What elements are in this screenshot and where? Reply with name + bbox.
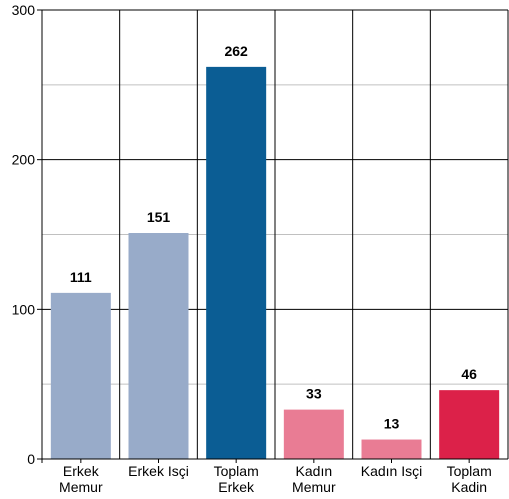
x-tick-label-line: Erkek: [218, 479, 255, 495]
y-tick-label: 0: [27, 451, 35, 467]
y-tick-label: 200: [12, 152, 36, 168]
x-tick-label-line: Kadın: [296, 463, 333, 479]
grid-layer: [42, 9, 509, 460]
x-tick-label-line: Toplam: [214, 463, 259, 479]
data-label: 111: [70, 269, 92, 285]
x-tick-label-line: Toplam: [447, 463, 492, 479]
x-tick-label-line: Erkek Isçi: [128, 463, 189, 479]
data-label: 262: [224, 43, 248, 59]
x-tick-label-line: Memur: [292, 479, 336, 495]
axis-layer: [37, 9, 508, 463]
x-tick-label: Toplam Kadin: [447, 463, 492, 495]
bar: [283, 409, 344, 459]
x-tick-label: Toplam Erkek: [214, 463, 259, 495]
x-tick-label: Kadın Isçi: [361, 463, 422, 479]
x-tick-label-line: Memur: [59, 479, 103, 495]
x-tick-label-line: Erkek: [63, 463, 100, 479]
y-tick-label: 100: [12, 301, 36, 317]
bar: [361, 439, 422, 459]
data-label: 46: [461, 366, 477, 382]
data-label: 33: [306, 386, 322, 402]
x-tick-label: Kadın Memur: [292, 463, 336, 495]
y-tick-label: 300: [12, 2, 36, 18]
bar: [206, 66, 267, 459]
bar: [439, 390, 500, 459]
data-label: 13: [384, 416, 400, 432]
x-tick-label-line: Kadin: [451, 479, 487, 495]
bar: [128, 233, 189, 459]
bar: [50, 292, 111, 459]
x-tick-label: Erkek Isçi: [128, 463, 189, 479]
data-label: 151: [147, 209, 171, 225]
bars-layer: [50, 66, 500, 459]
x-tick-label: Erkek Memur: [59, 463, 103, 495]
x-tick-label-line: Kadın Isçi: [361, 463, 422, 479]
